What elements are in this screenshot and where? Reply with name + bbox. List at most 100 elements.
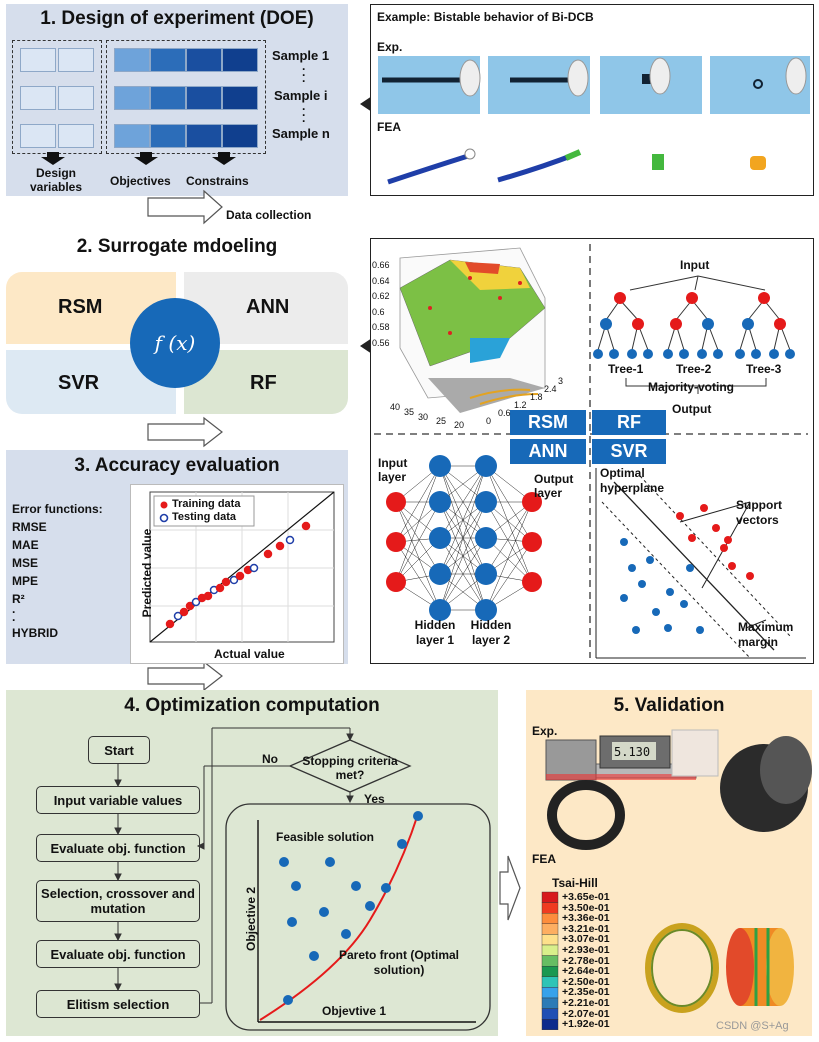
hidden-layer-1-label: Hidden layer 1 (410, 618, 460, 648)
surrogate-figure-graphics (374, 244, 808, 659)
error-functions-title: Error functions: (12, 502, 103, 516)
ann-nodes (386, 455, 542, 621)
margin-pointer (745, 619, 767, 629)
voting-bracket (625, 378, 767, 394)
ann-output-node (522, 492, 542, 512)
objective-cell (186, 86, 222, 110)
svr-point-negative (620, 538, 628, 546)
majority-voting-label: Majority-voting (648, 380, 734, 394)
ann-input-node (386, 572, 406, 592)
ann-output-label: Output layer (534, 472, 588, 500)
ann-hidden-node (475, 599, 497, 621)
objective-cell (114, 48, 150, 72)
ann-edge (485, 465, 533, 583)
x-tick: 35 (404, 407, 415, 417)
feasible-point (319, 907, 329, 917)
ann-edge (485, 541, 533, 611)
ann-hidden-node (475, 455, 497, 477)
fea-beam-1 (387, 153, 469, 185)
objective-cell (150, 86, 186, 110)
design-cell (20, 86, 56, 110)
hand-4 (785, 57, 807, 95)
svr-label: SVR (58, 372, 100, 394)
data-collection-arrow (147, 189, 223, 225)
to-optimization-arrow (147, 660, 223, 692)
feasible-point (325, 857, 335, 867)
flow-start-text: Start (104, 742, 134, 758)
testing-point (285, 535, 295, 545)
vdots-1: · · · (302, 62, 306, 88)
ann-edge (485, 501, 533, 575)
response-surface-low (470, 338, 510, 363)
legend-value: +2.78e-01 (562, 954, 610, 967)
testing-point (173, 611, 183, 621)
pareto-label: Pareto front (Optimal solution) (336, 948, 462, 978)
sample-i-text: Sample i (274, 88, 328, 103)
ann-edge (439, 465, 487, 611)
surface-point (468, 276, 472, 280)
tree-node (774, 318, 786, 330)
flow-start: Start (88, 736, 150, 764)
tree-leaf (593, 349, 603, 359)
flow-selection: Selection, crossover and mutation (36, 880, 200, 922)
svr-point-negative (696, 626, 704, 634)
objective-cell (186, 124, 222, 148)
ann-hidden-node (429, 563, 451, 585)
surface-point (448, 331, 452, 335)
ann-label: ANN (246, 296, 290, 318)
hyperplane-text: Optimal hyperplane (600, 466, 665, 495)
ann-edge (485, 501, 533, 583)
legend-swatch (541, 944, 559, 956)
z-tick: 0.64 (372, 275, 390, 286)
tree-leaf (697, 349, 707, 359)
hidden-2-text: Hidden layer 2 (470, 618, 512, 647)
function-label: f (x) (154, 331, 196, 355)
feasible-point (287, 917, 297, 927)
yes-label: Yes (364, 792, 385, 806)
svr-point-negative (666, 588, 674, 596)
fea-ring-inner (651, 929, 713, 1007)
ann-edge (395, 465, 441, 543)
fea-grip-1 (464, 148, 476, 160)
svr-point-positive (688, 534, 696, 542)
beam-3 (642, 74, 652, 84)
accuracy-chart (149, 491, 335, 643)
objective-cell (222, 48, 258, 72)
flow-evaluate-2: Evaluate obj. function (36, 940, 200, 968)
flow-eval2-text: Evaluate obj. function (50, 946, 186, 962)
tree-leaf (643, 349, 653, 359)
y-tick: 2.4 (544, 384, 557, 394)
ann-edge (395, 541, 441, 611)
svr-point-negative (638, 580, 646, 588)
objective-cell (222, 86, 258, 110)
sample-n-label: Sample n (272, 126, 330, 141)
constrains-label: Constrains (186, 174, 249, 188)
legend-swatch (541, 902, 559, 914)
caliper-scale (546, 774, 696, 780)
tree-node (702, 318, 714, 330)
ann-edge (395, 501, 441, 583)
feasible-label: Feasible solution (276, 830, 375, 844)
tag-svr: SVR (592, 439, 666, 464)
doe-title: 1. Design of experiment (DOE) (40, 8, 314, 29)
hidden-layer-2-label: Hidden layer 2 (466, 618, 516, 648)
ann-edge (395, 501, 441, 611)
fea-ring (645, 923, 719, 1013)
ann-input-node (386, 532, 406, 552)
legend-swatch (541, 987, 559, 999)
error-mpe: MPE (12, 574, 39, 588)
ann-hidden-node (429, 455, 451, 477)
decision-label: Stopping criteria met? (302, 754, 398, 782)
legend-value: +3.07e-01 (562, 933, 610, 946)
design-cell (20, 48, 56, 72)
design-variables-label: Design variables (16, 166, 96, 194)
vdots-2: · · · (302, 102, 306, 128)
rf-branch (697, 275, 766, 291)
training-point (215, 583, 225, 593)
error-dot: · (12, 613, 16, 627)
exp-ring (547, 780, 625, 850)
rf-output-label: Output (672, 402, 712, 416)
beam-4 (753, 79, 763, 89)
flow-input-text: Input variable values (53, 792, 183, 808)
z-tick: 0.56 (372, 337, 390, 348)
